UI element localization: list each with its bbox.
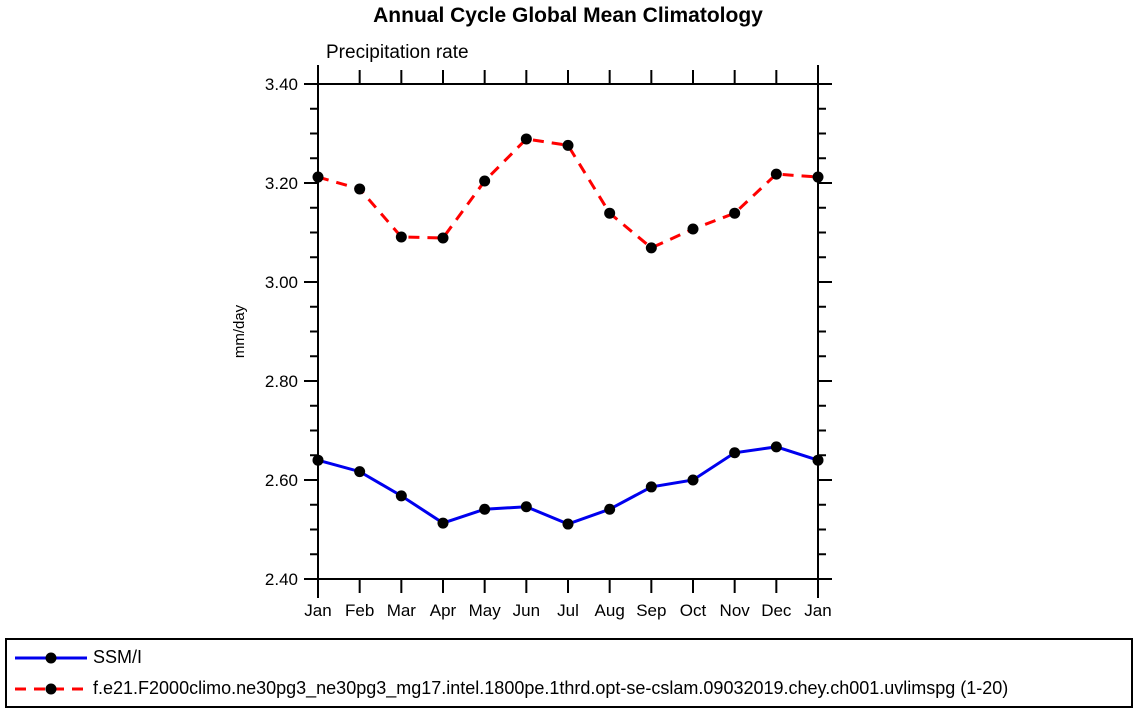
data-point-marker: [354, 183, 366, 195]
data-point-marker: [645, 242, 657, 254]
month-label: Jan: [304, 601, 331, 620]
month-label: Aug: [595, 601, 625, 620]
data-point-marker: [645, 481, 657, 493]
legend-sample-marker: [45, 683, 57, 694]
legend-sample-marker: [45, 652, 57, 663]
month-label: Sep: [636, 601, 666, 620]
data-point-marker: [562, 139, 574, 151]
plot-area: 2.40 2.60 2.80 3.00 3.20 3.40 Jan Feb Mar Apr May J…: [231, 65, 832, 620]
y-axis-tick-label: 3.40: [265, 75, 298, 94]
data-point-marker: [770, 168, 782, 180]
data-point-marker: [395, 490, 407, 502]
month-label: Mar: [387, 601, 417, 620]
month-label: Dec: [761, 601, 792, 620]
y-axis-tick-label: 3.00: [265, 273, 298, 292]
plot-frame: [317, 83, 819, 580]
y-axis-tick-label: 2.60: [265, 471, 298, 490]
chart-title: Annual Cycle Global Mean Climatology: [373, 4, 763, 27]
month-label: Apr: [430, 601, 457, 620]
month-label: Oct: [680, 601, 707, 620]
data-point-marker: [479, 503, 491, 515]
legend-line-sample-red-dashed: [15, 683, 87, 694]
month-label: May: [469, 601, 502, 620]
month-label: Jul: [557, 601, 579, 620]
data-point-marker: [729, 447, 741, 459]
data-point-marker: [604, 207, 616, 219]
y-axis-tick-label: 2.80: [265, 372, 298, 391]
data-point-marker: [687, 474, 699, 486]
data-point-marker: [562, 518, 574, 530]
data-point-marker: [604, 503, 616, 515]
data-point-marker: [312, 171, 324, 183]
legend-label-model-run: f.e21.F2000climo.ne30pg3_ne30pg3_mg17.in…: [93, 678, 1009, 698]
legend: SSM/I f.e21.F2000climo.ne30pg3_ne30pg3_m…: [5, 638, 1133, 708]
data-point-marker: [687, 223, 699, 235]
chart-subtitle: Precipitation rate: [326, 42, 469, 63]
data-point-marker: [312, 454, 324, 466]
month-label: Jan: [804, 601, 831, 620]
month-label: Nov: [720, 601, 751, 620]
series-line-model-run: [317, 137, 819, 250]
data-point-marker: [812, 454, 824, 466]
data-point-marker: [520, 133, 532, 145]
y-axis-tick-label: 2.40: [265, 570, 298, 589]
legend-line-sample-blue-solid: [15, 652, 87, 663]
month-label: Jun: [513, 601, 540, 620]
data-point-marker: [437, 517, 449, 529]
data-point-marker: [354, 466, 366, 478]
series-line-ssmi: [317, 445, 819, 526]
data-point-marker: [520, 501, 532, 513]
y-axis-tick-label: 3.20: [265, 174, 298, 193]
legend-label-ssmi: SSM/I: [93, 647, 143, 667]
legend-item-ssmi: SSM/I: [7, 642, 1131, 673]
legend-item-model-run: f.e21.F2000climo.ne30pg3_ne30pg3_mg17.in…: [7, 673, 1131, 704]
data-point-marker: [770, 441, 782, 453]
data-point-marker: [395, 231, 407, 243]
data-point-marker: [437, 232, 449, 244]
month-label: Feb: [345, 601, 374, 620]
data-point-marker: [479, 175, 491, 187]
y-axis-title: mm/day: [231, 304, 248, 358]
data-point-marker: [812, 171, 824, 183]
data-point-marker: [729, 207, 741, 219]
